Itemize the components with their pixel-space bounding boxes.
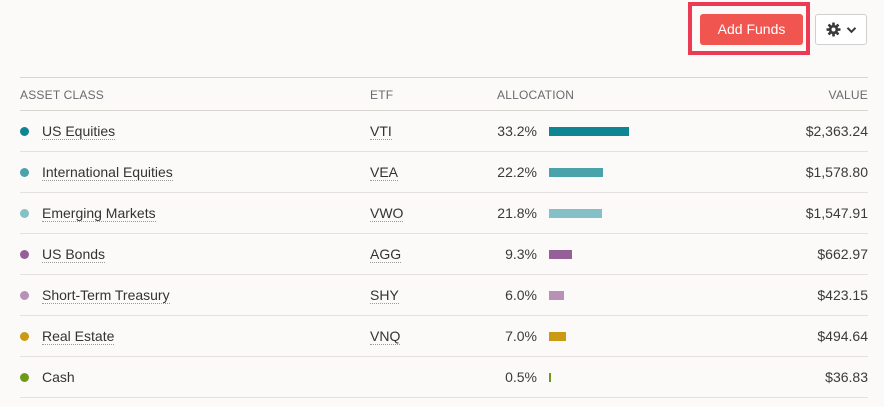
etf-link[interactable]: VEA — [370, 164, 399, 181]
allocation-percent: 9.3% — [505, 246, 537, 262]
allocation-bar — [549, 168, 603, 177]
table-row: Short-Term Treasury SHY 6.0% $423.15 — [20, 275, 868, 316]
header-value: VALUE — [828, 88, 868, 102]
allocation-percent: 21.8% — [497, 205, 537, 221]
asset-class-link[interactable]: International Equities — [42, 164, 173, 181]
asset-class-link[interactable]: Short-Term Treasury — [42, 287, 170, 304]
asset-class-link[interactable]: Real Estate — [42, 328, 115, 345]
table-row: US Equities VTI 33.2% $2,363.24 — [20, 111, 868, 152]
asset-value: $36.83 — [825, 369, 868, 385]
asset-value: $494.64 — [817, 328, 868, 344]
header-etf: ETF — [370, 88, 394, 102]
asset-color-dot — [20, 373, 29, 382]
allocation-bar — [549, 291, 564, 300]
asset-value: $1,547.91 — [805, 205, 868, 221]
allocation-percent: 7.0% — [505, 328, 537, 344]
allocation-bar — [549, 373, 551, 382]
allocation-percent: 22.2% — [497, 164, 537, 180]
allocation-percent: 0.5% — [505, 369, 537, 385]
chevron-down-icon — [846, 26, 857, 34]
add-funds-highlight — [688, 2, 810, 55]
add-funds-button[interactable]: Add Funds — [700, 14, 803, 45]
table-row: Cash 0.5% $36.83 — [20, 357, 868, 398]
header-allocation: ALLOCATION — [497, 88, 575, 102]
header-asset-class: ASSET CLASS — [20, 88, 105, 102]
asset-value: $1,578.80 — [805, 164, 868, 180]
asset-value: $662.97 — [817, 246, 868, 262]
asset-color-dot — [20, 127, 29, 136]
asset-value: $2,363.24 — [805, 123, 868, 139]
allocation-percent: 33.2% — [497, 123, 537, 139]
asset-color-dot — [20, 209, 29, 218]
allocation-table: ASSET CLASS ETF ALLOCATION VALUE US Equi… — [20, 77, 868, 398]
allocation-bar — [549, 209, 602, 218]
allocation-percent: 6.0% — [505, 287, 537, 303]
table-row: Real Estate VNQ 7.0% $494.64 — [20, 316, 868, 357]
asset-color-dot — [20, 291, 29, 300]
asset-class-link[interactable]: Emerging Markets — [42, 205, 156, 222]
allocation-bar — [549, 250, 572, 259]
table-header: ASSET CLASS ETF ALLOCATION VALUE — [20, 77, 868, 111]
asset-color-dot — [20, 332, 29, 341]
toolbar: Add Funds — [0, 0, 884, 62]
etf-link[interactable]: VNQ — [370, 328, 401, 345]
asset-value: $423.15 — [817, 287, 868, 303]
asset-color-dot — [20, 168, 29, 177]
table-row: Emerging Markets VWO 21.8% $1,547.91 — [20, 193, 868, 234]
allocation-bar — [549, 332, 566, 341]
gear-icon — [825, 22, 841, 37]
asset-color-dot — [20, 250, 29, 259]
asset-class-label: Cash — [42, 369, 75, 385]
asset-class-link[interactable]: US Equities — [42, 123, 116, 140]
asset-class-link[interactable]: US Bonds — [42, 246, 106, 263]
settings-dropdown-button[interactable] — [815, 14, 867, 45]
table-row: US Bonds AGG 9.3% $662.97 — [20, 234, 868, 275]
etf-link[interactable]: VWO — [370, 205, 404, 222]
etf-link[interactable]: SHY — [370, 287, 399, 304]
table-row: International Equities VEA 22.2% $1,578.… — [20, 152, 868, 193]
allocation-bar — [549, 127, 629, 136]
etf-link[interactable]: VTI — [370, 123, 392, 140]
etf-link[interactable]: AGG — [370, 246, 402, 263]
